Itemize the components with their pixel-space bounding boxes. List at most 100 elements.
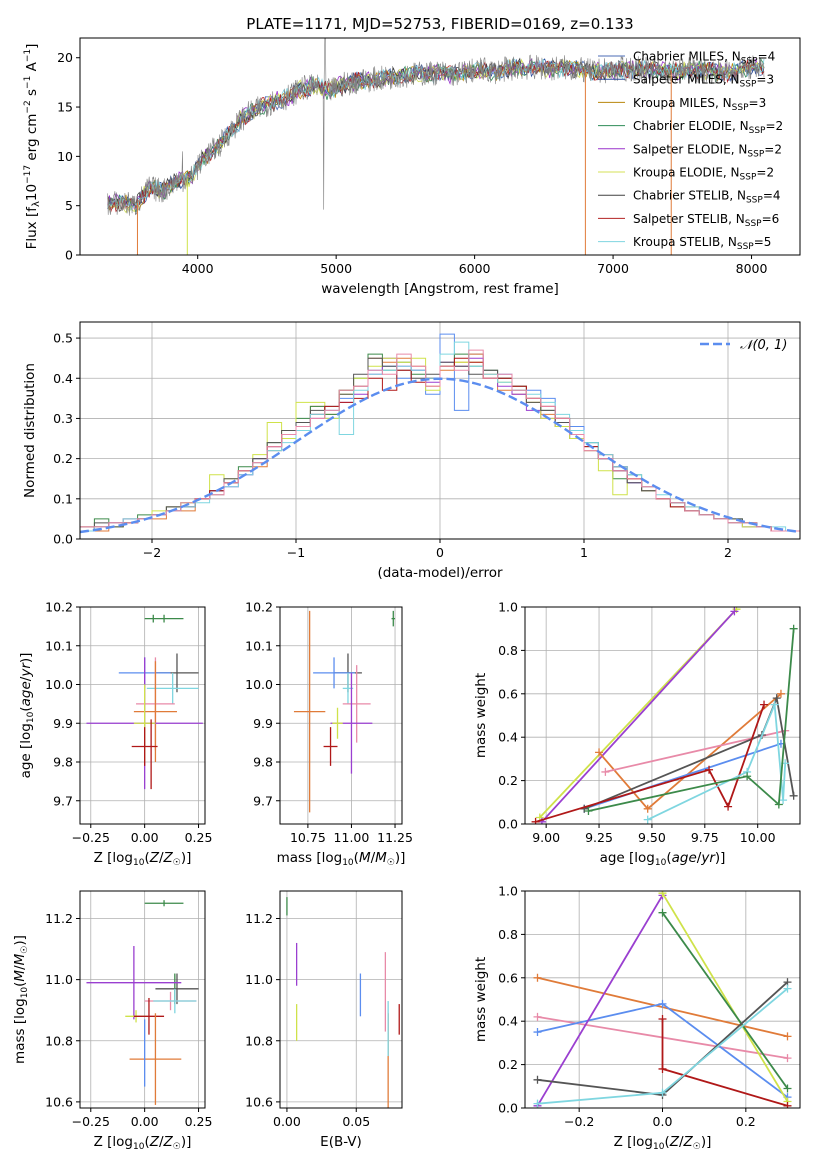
x-tick-label: 4000 — [182, 261, 214, 276]
errorbar-point — [131, 727, 158, 766]
x-tick-label: 0.00 — [131, 1114, 159, 1129]
x-tick-label: 9.25 — [585, 830, 613, 845]
y-tick-label: 10.1 — [245, 638, 273, 653]
weight-marker — [601, 767, 610, 776]
x-tick-label: 9.75 — [691, 830, 719, 845]
x-tick-label: 0.00 — [273, 1114, 301, 1129]
y-tick-label: 10.6 — [45, 1094, 73, 1109]
y-tick-label: 10.1 — [45, 638, 73, 653]
plot-area — [107, 38, 765, 255]
weight-marker — [584, 806, 593, 815]
weight-marker — [533, 1012, 542, 1021]
weight-marker — [760, 700, 769, 709]
plot-area — [531, 607, 798, 824]
weight-marker — [533, 973, 542, 982]
y-tick-label: 10.0 — [45, 677, 73, 692]
legend-entry: Kroupa STELIB, NSSP=5 — [633, 235, 771, 252]
weight-series — [595, 689, 785, 813]
panel-weight-vs-Z: −0.2 0.0 0.2 0.0 0.2 0.4 0.6 0.8 1.0 Z [log10(Z/Z… — [473, 884, 801, 1152]
y-tick-label: 9.9 — [53, 716, 73, 731]
weight-marker — [730, 607, 739, 616]
errorbar-point — [144, 900, 184, 907]
weight-marker — [783, 1084, 792, 1093]
plot-area — [80, 333, 800, 534]
y-tick-label: 10.8 — [245, 1033, 273, 1048]
x-tick-label: −1 — [287, 545, 305, 560]
x-tick-label: 0.25 — [185, 1114, 213, 1129]
weight-marker — [658, 1064, 667, 1073]
x-axis-label: Z [log10(Z/Z☉)] — [94, 1134, 192, 1152]
weight-marker — [776, 689, 785, 698]
errorbar-point — [323, 727, 338, 766]
y-tick-label: 10.2 — [245, 600, 273, 615]
weight-line — [536, 894, 664, 1107]
y-tick-label: 9.8 — [53, 755, 73, 770]
weight-marker — [783, 1032, 792, 1041]
x-tick-label: 9.50 — [638, 830, 666, 845]
y-tick-label: 0.4 — [498, 1014, 518, 1029]
weight-series — [531, 700, 769, 824]
y-tick-label: 0 — [65, 248, 73, 263]
x-tick-label: 0.0 — [653, 1114, 673, 1129]
weight-line — [535, 704, 765, 823]
weight-series — [533, 984, 792, 1108]
axes-frame — [79, 37, 801, 256]
axes-frame — [79, 321, 801, 540]
y-tick-label: 0.2 — [53, 451, 73, 466]
x-tick-label: −0.25 — [72, 1114, 110, 1129]
plot-area — [286, 897, 400, 1108]
plot-area — [86, 900, 199, 1105]
y-tick-label: 1.0 — [498, 600, 518, 615]
axes-frame — [524, 606, 801, 825]
y-tick-label: 1.0 — [498, 884, 518, 899]
y-tick-label: 10.2 — [45, 600, 73, 615]
errorbar-point — [133, 661, 177, 762]
x-axis-label: wavelength [Angstrom, rest frame] — [321, 281, 559, 297]
y-tick-label: 0.6 — [498, 970, 518, 985]
x-axis-label: Z [log10(Z/Z☉)] — [94, 850, 192, 868]
weight-series — [658, 908, 792, 1093]
weight-series — [584, 624, 798, 815]
panel-age-vs-mass: 10.75 11.00 11.25 9.7 9.8 9.9 10.0 10.1 10.2 mass… — [245, 600, 413, 869]
errorbar-point — [155, 973, 199, 1005]
errorbar-point — [133, 997, 165, 1035]
x-axis-label: age [log10(age/yr)] — [600, 850, 726, 868]
weight-line — [661, 912, 789, 1090]
weight-marker — [743, 772, 752, 781]
figure-title: PLATE=1171, MJD=52753, FIBERID=0169, z=0… — [246, 15, 633, 33]
x-tick-label: 0.2 — [736, 1114, 756, 1129]
panel-weight-vs-age: 9.00 9.25 9.50 9.75 10.00 0.0 0.2 0.4 0.6 0.8 1.0 a… — [473, 600, 801, 868]
errorbar-point — [391, 610, 396, 627]
gaussian-curve — [80, 377, 800, 534]
weight-marker — [774, 800, 783, 809]
weight-marker — [783, 1101, 792, 1108]
legend-entry: Salpeter ELODIE, NSSP=2 — [633, 142, 782, 159]
data-spectrum-line — [107, 38, 765, 216]
y-tick-label: 0.6 — [498, 686, 518, 701]
x-axis-label: E(B-V) — [320, 1134, 362, 1150]
legend-entry: Salpeter STELIB, NSSP=6 — [633, 212, 779, 229]
weight-marker — [772, 694, 781, 703]
x-tick-label: 0.05 — [342, 1114, 370, 1129]
x-tick-label: 9.00 — [532, 830, 560, 845]
y-tick-label: 0.4 — [498, 730, 518, 745]
weight-line — [661, 892, 789, 1102]
x-axis-label: Z [log10(Z/Z☉)] — [614, 1134, 712, 1152]
y-tick-label: 9.7 — [253, 793, 273, 808]
y-tick-label: 11.2 — [45, 911, 73, 926]
y-axis-label: Flux [fλ10−17 erg cm−2 s−1 A−1] — [23, 44, 42, 250]
weight-marker — [770, 700, 779, 709]
weight-marker — [783, 1054, 792, 1063]
y-tick-label: 15 — [57, 100, 73, 115]
y-tick-label: 11.2 — [245, 911, 273, 926]
y-axis-label: Normed distribution — [22, 363, 38, 498]
weight-marker — [643, 804, 652, 813]
panel-residuals: −2 −1 0 1 2 0.0 0.1 0.2 0.3 0.4 0.5 (data-model)/er… — [22, 321, 801, 581]
errorbar-point — [332, 707, 343, 739]
errorbar-point — [144, 614, 184, 623]
weight-marker — [658, 908, 667, 917]
weight-marker — [533, 1075, 542, 1084]
y-tick-label: 9.8 — [253, 755, 273, 770]
weight-marker — [789, 624, 798, 633]
